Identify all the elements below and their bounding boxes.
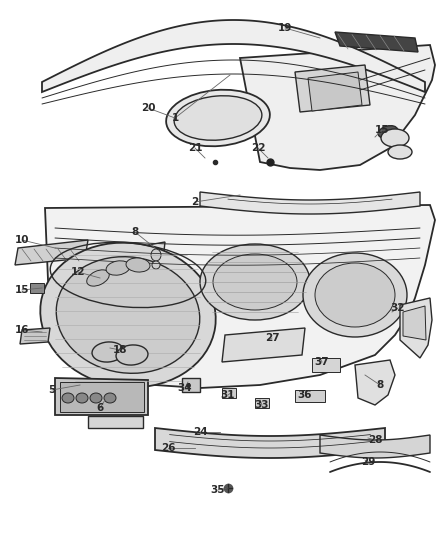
Text: 2: 2 xyxy=(191,197,198,207)
Ellipse shape xyxy=(212,254,297,310)
Ellipse shape xyxy=(92,342,124,362)
Ellipse shape xyxy=(126,258,150,272)
Text: 1: 1 xyxy=(171,113,178,123)
Polygon shape xyxy=(240,45,434,170)
Polygon shape xyxy=(42,20,424,92)
Polygon shape xyxy=(45,205,434,388)
Ellipse shape xyxy=(76,393,88,403)
Ellipse shape xyxy=(151,249,161,261)
Text: 26: 26 xyxy=(160,443,175,453)
Text: 6: 6 xyxy=(96,403,103,413)
Polygon shape xyxy=(402,306,425,340)
Polygon shape xyxy=(307,72,361,111)
Ellipse shape xyxy=(387,145,411,159)
Ellipse shape xyxy=(302,253,406,337)
Ellipse shape xyxy=(90,393,102,403)
Text: 34: 34 xyxy=(177,383,192,393)
Text: 37: 37 xyxy=(314,357,328,367)
Polygon shape xyxy=(55,378,148,415)
Text: 12: 12 xyxy=(71,267,85,277)
Text: 15: 15 xyxy=(374,125,389,135)
Ellipse shape xyxy=(378,126,397,139)
Text: 8: 8 xyxy=(131,227,138,237)
Bar xyxy=(30,283,44,293)
Polygon shape xyxy=(354,360,394,405)
Ellipse shape xyxy=(314,263,394,327)
Text: 35: 35 xyxy=(210,485,225,495)
Ellipse shape xyxy=(152,261,159,269)
Polygon shape xyxy=(20,328,50,344)
Text: 15: 15 xyxy=(15,285,29,295)
Text: 20: 20 xyxy=(141,103,155,113)
Text: 33: 33 xyxy=(254,400,268,410)
Ellipse shape xyxy=(62,393,74,403)
Text: 22: 22 xyxy=(250,143,265,153)
Text: 21: 21 xyxy=(187,143,202,153)
Ellipse shape xyxy=(40,243,215,387)
Polygon shape xyxy=(222,328,304,362)
Text: 28: 28 xyxy=(367,435,381,445)
Polygon shape xyxy=(145,242,165,275)
Ellipse shape xyxy=(104,393,116,403)
Text: 8: 8 xyxy=(375,380,383,390)
Polygon shape xyxy=(334,32,417,52)
Ellipse shape xyxy=(106,261,130,275)
Text: 19: 19 xyxy=(277,23,292,33)
Bar xyxy=(294,390,324,402)
Text: 10: 10 xyxy=(15,235,29,245)
Ellipse shape xyxy=(174,96,261,140)
Text: 5: 5 xyxy=(48,385,56,395)
Polygon shape xyxy=(200,192,419,214)
Polygon shape xyxy=(399,298,431,358)
Polygon shape xyxy=(294,65,369,112)
Ellipse shape xyxy=(166,90,269,146)
Polygon shape xyxy=(155,428,384,458)
Bar xyxy=(254,398,268,408)
Text: 29: 29 xyxy=(360,457,374,467)
Bar xyxy=(182,378,200,392)
Text: 32: 32 xyxy=(390,303,404,313)
Ellipse shape xyxy=(380,129,408,147)
Ellipse shape xyxy=(116,345,148,365)
Ellipse shape xyxy=(87,270,109,286)
Polygon shape xyxy=(15,240,88,265)
Text: 27: 27 xyxy=(264,333,279,343)
Text: 24: 24 xyxy=(192,427,207,437)
Text: 31: 31 xyxy=(220,390,235,400)
Ellipse shape xyxy=(200,244,309,320)
Bar xyxy=(60,382,144,412)
Text: 18: 18 xyxy=(113,345,127,355)
Ellipse shape xyxy=(56,257,199,373)
Bar xyxy=(311,358,339,372)
Polygon shape xyxy=(319,435,429,458)
Text: 36: 36 xyxy=(297,390,311,400)
Bar xyxy=(222,388,236,398)
Text: 16: 16 xyxy=(15,325,29,335)
Bar xyxy=(88,416,143,428)
